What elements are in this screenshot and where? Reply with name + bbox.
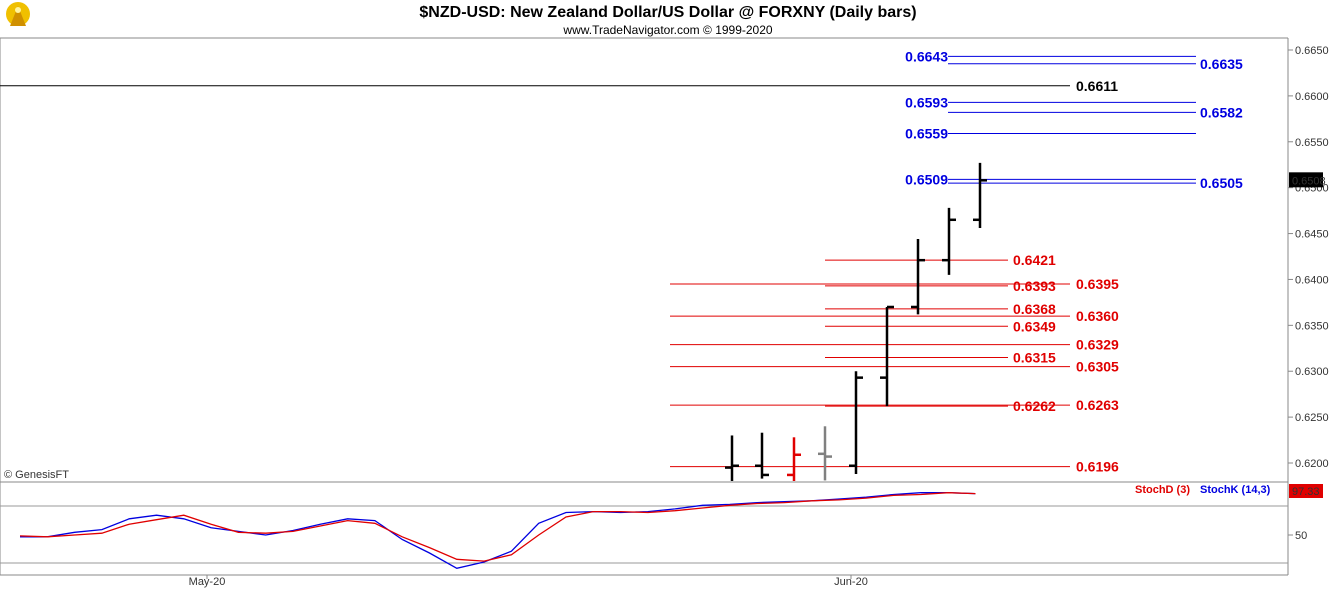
stochd-label: StochD (3) <box>1135 484 1190 496</box>
logo-icon <box>6 2 30 26</box>
level-label: 0.6611 <box>1076 78 1118 94</box>
level-label: 0.6421 <box>1013 252 1056 268</box>
price-tick-label: 0.6400 <box>1295 274 1329 286</box>
chart-subtitle: www.TradeNavigator.com © 1999-2020 <box>562 23 772 37</box>
price-tick-label: 0.6450 <box>1295 229 1329 241</box>
panel-frames <box>0 37 1289 576</box>
level-label: 0.6393 <box>1013 278 1056 294</box>
x-label-may: May-20 <box>189 576 226 588</box>
price-tick-label: 0.6300 <box>1295 366 1329 378</box>
stoch-value-marker: 97.33 <box>1289 484 1323 498</box>
price-bars <box>725 162 987 481</box>
x-label-jun: Jun-20 <box>834 576 868 588</box>
level-label: 0.6329 <box>1076 337 1119 353</box>
level-label: 0.6643 <box>905 48 948 64</box>
level-label: 0.6368 <box>1013 301 1056 317</box>
price-tick-label: 0.6250 <box>1295 412 1329 424</box>
last-price-marker: 0.6508 <box>1289 172 1326 188</box>
level-label: 0.6360 <box>1076 308 1119 324</box>
level-label: 0.6196 <box>1076 459 1119 475</box>
level-label: 0.6305 <box>1076 359 1119 375</box>
level-label: 0.6262 <box>1013 398 1056 414</box>
price-tick-label: 0.6350 <box>1295 320 1329 332</box>
level-label: 0.6505 <box>1200 175 1243 191</box>
price-tick-label: 0.6200 <box>1295 458 1329 470</box>
level-lines: 0.6643 0.6635 0.6611 0.6593 0.6582 0.6559 0.65… <box>0 48 1243 475</box>
level-label: 0.6263 <box>1076 397 1119 413</box>
price-tick-label: 0.6600 <box>1295 91 1329 103</box>
stochd-line <box>19 492 976 562</box>
level-label: 0.6582 <box>1200 104 1243 120</box>
level-label: 0.6349 <box>1013 318 1056 334</box>
level-label: 0.6509 <box>905 171 948 187</box>
level-label: 0.6559 <box>905 126 948 142</box>
stoch-tick-50: 50 <box>1295 530 1307 542</box>
stochastic-panel <box>19 492 976 569</box>
level-label: 0.6395 <box>1076 276 1119 292</box>
level-label: 0.6593 <box>905 94 948 110</box>
stochk-line <box>20 492 976 569</box>
price-axis: 0.66500.66000.65500.65000.64500.64000.63… <box>1288 45 1329 470</box>
level-label: 0.6315 <box>1013 349 1056 365</box>
price-tick-label: 0.6550 <box>1295 137 1329 149</box>
stochk-label: StochK (14,3) <box>1200 484 1271 496</box>
stoch-value-label: 97.33 <box>1292 486 1320 498</box>
last-price-label: 0.6508 <box>1292 175 1326 187</box>
price-tick-label: 0.6650 <box>1295 45 1329 57</box>
watermark: © GenesisFT <box>4 469 69 481</box>
level-label: 0.6635 <box>1200 56 1243 72</box>
chart-title: $NZD-USD: New Zealand Dollar/US Dollar @… <box>419 4 916 21</box>
